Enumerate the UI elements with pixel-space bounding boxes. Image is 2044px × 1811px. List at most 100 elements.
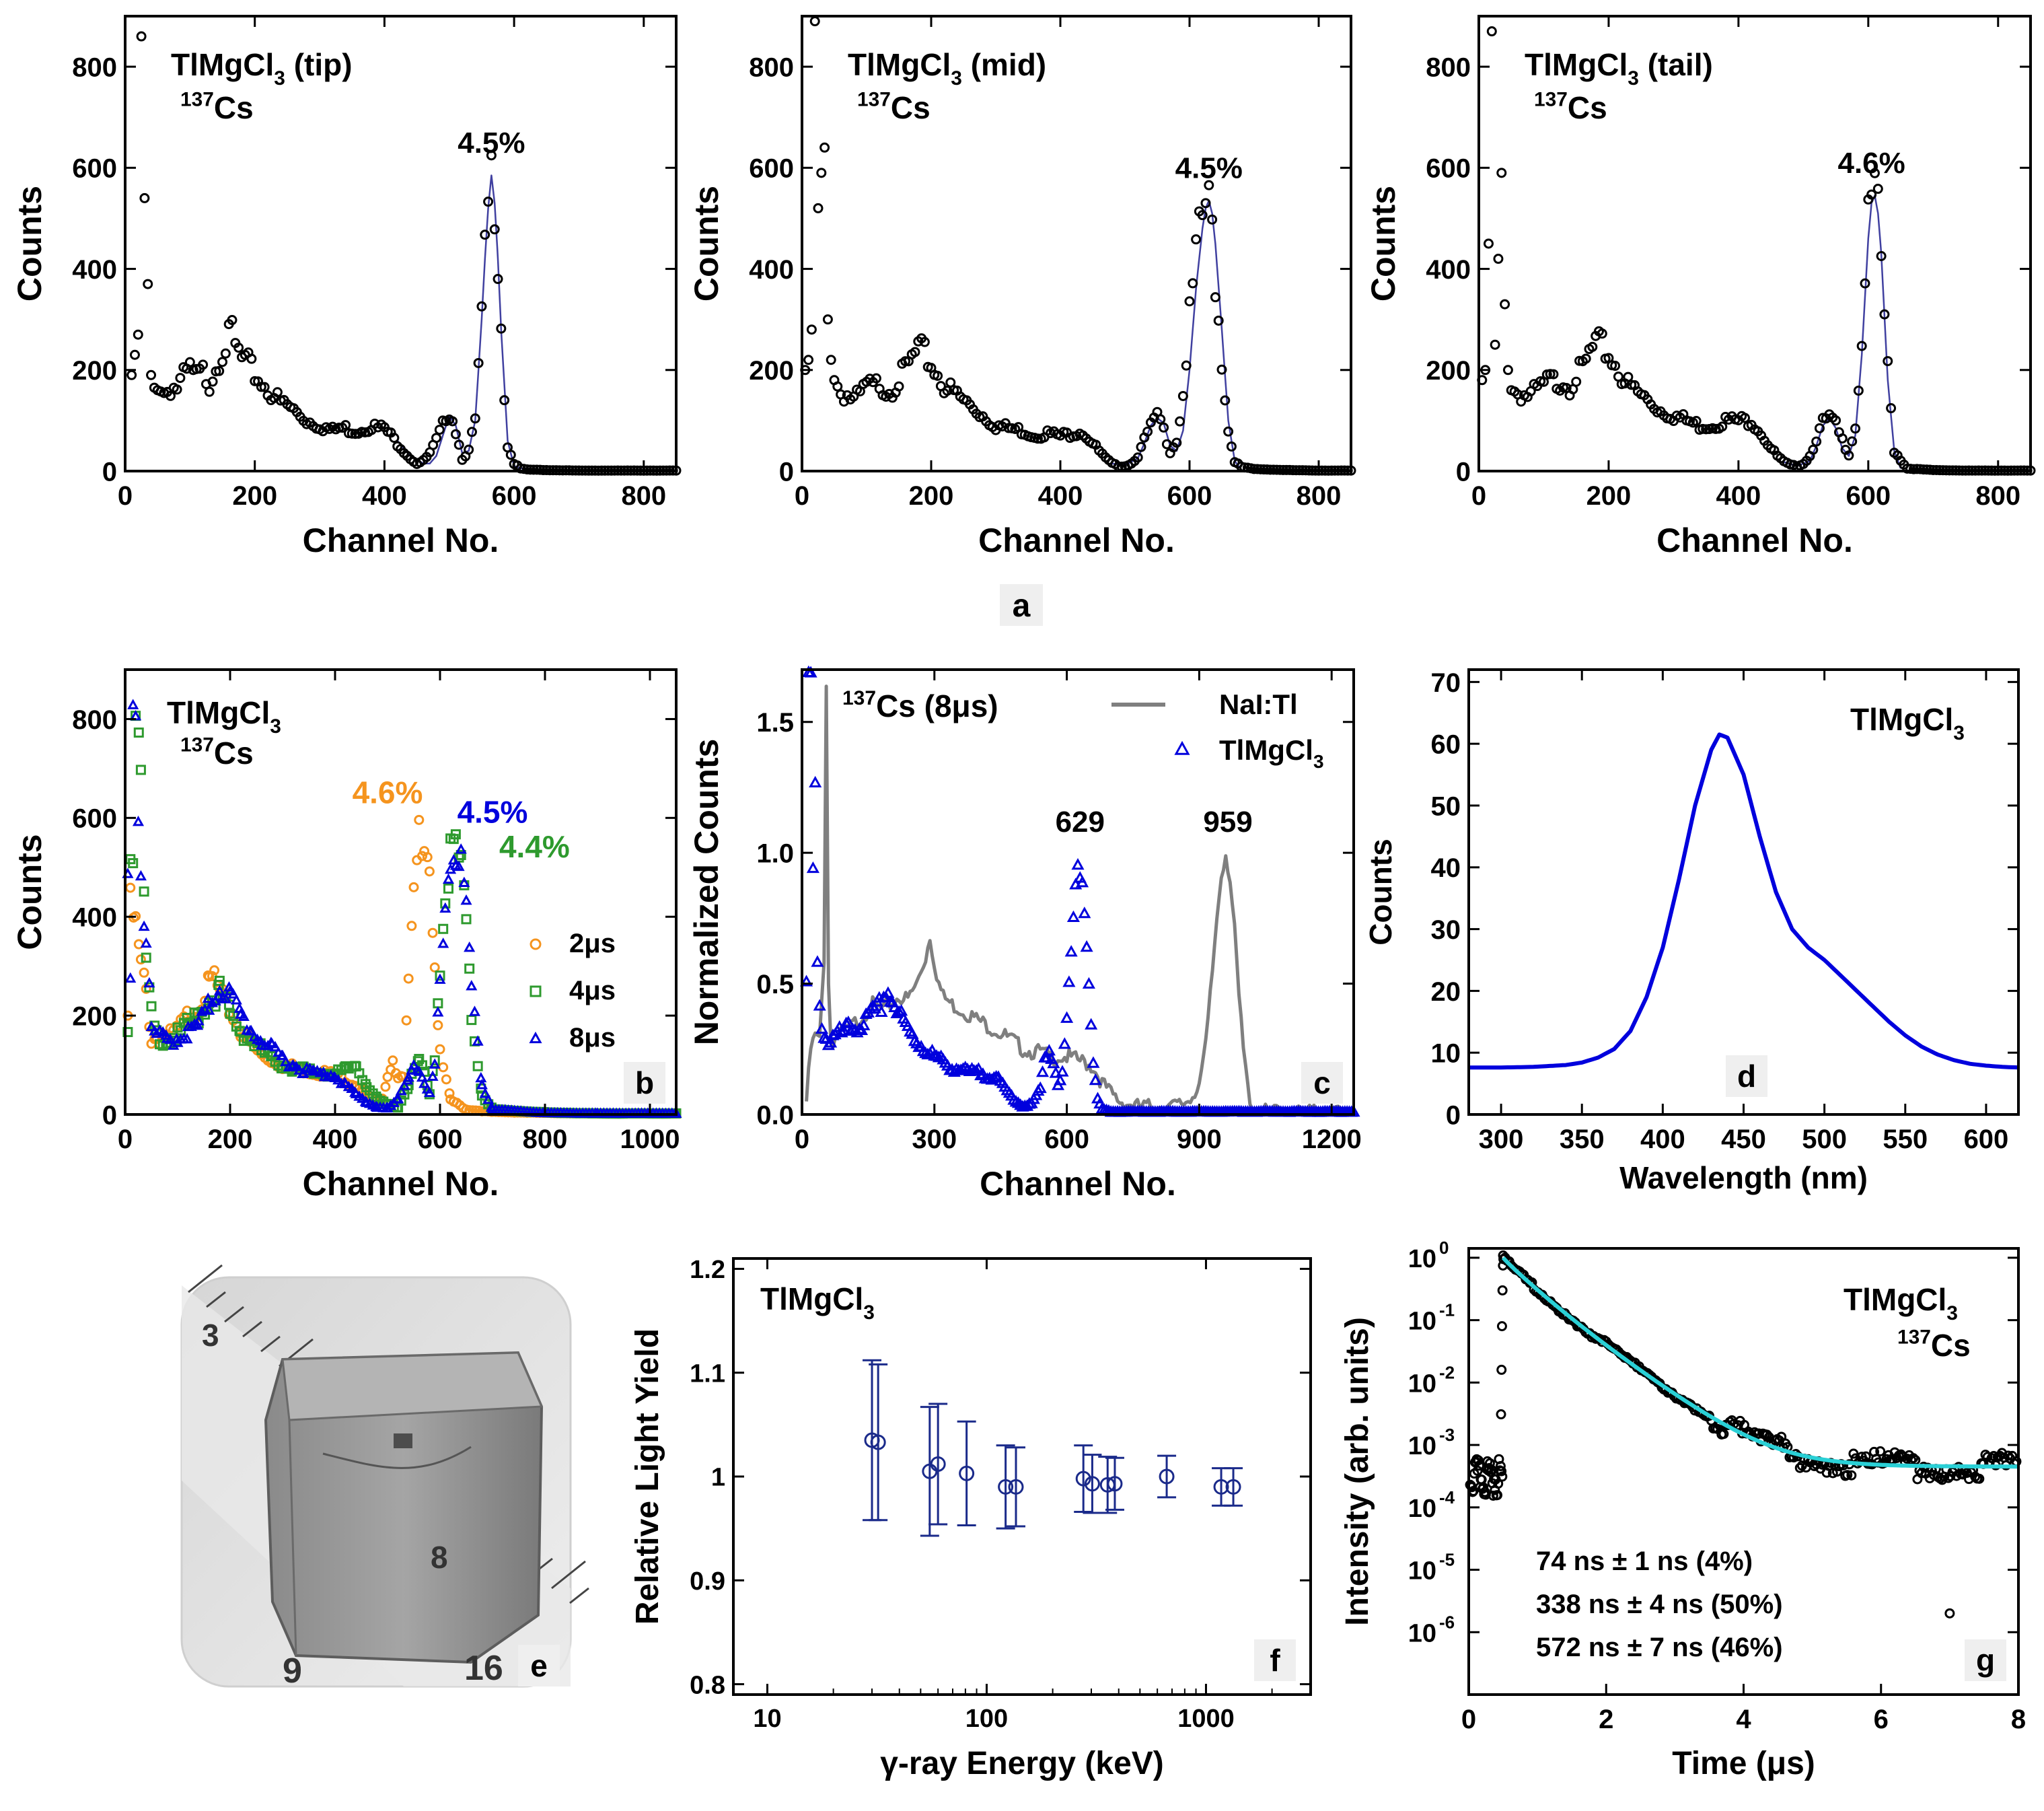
data-point-square [141, 952, 151, 963]
axis-x-tick-label: 400 [313, 1125, 358, 1154]
data-point-triangle [464, 942, 476, 952]
axis-x-tick-label: 200 [208, 1125, 253, 1154]
axis-y-tick-label: 800 [72, 705, 117, 735]
plot-frame [124, 15, 678, 472]
data-point [1177, 390, 1188, 401]
data-point-triangle [269, 1040, 281, 1052]
data-point-triangle [213, 990, 225, 1001]
data-point [1856, 341, 1867, 351]
data-point-circle [380, 1081, 391, 1092]
axis-y-tick-label: 1.1 [690, 1359, 725, 1388]
data-point [819, 142, 830, 153]
panel-source-sup: 137 [180, 89, 214, 111]
panel-title-main: TlMgCl [760, 1281, 863, 1316]
fit-line [1501, 1256, 2019, 1469]
panel-a-tip: 0 200 400 600 800 0 200 400 600 800 Channel No. Cou… [11, 15, 682, 559]
axis-x-axis-label: Channel No. [303, 1165, 499, 1203]
data-point-square [416, 1060, 427, 1071]
legend-marker [529, 1031, 542, 1044]
legend-label-tlmgcl3-main: TlMgCl [1219, 734, 1313, 766]
panel-e-crystal-photo: 3 8 9 16 e [180, 1264, 589, 1691]
legend-label-number: 4 [569, 976, 585, 1005]
ruler-label: 9 [283, 1652, 302, 1691]
data-point-triangle [213, 985, 225, 995]
tlmgcl3-marker [1060, 1011, 1074, 1023]
data-point [486, 150, 497, 161]
data-point-triangle [138, 920, 150, 931]
data-point-circle [438, 1062, 449, 1073]
data-point [1200, 198, 1211, 209]
axis-y-tick-label: 0.9 [690, 1567, 725, 1596]
data-point [1210, 292, 1220, 303]
data-point-triangle [132, 816, 145, 826]
data-point-square [139, 886, 149, 897]
tlmgcl3-marker [1082, 976, 1095, 989]
data-point [496, 323, 507, 334]
axis-y-tick-label: 200 [1426, 356, 1471, 386]
data-point [1258, 464, 1269, 475]
panel-source: 137Cs [1897, 1326, 1971, 1363]
resolution-label: 4.6% [1837, 147, 1905, 180]
axis-x-tick-label: 0 [118, 481, 133, 511]
tlmgcl3-marker [840, 1016, 853, 1028]
data-point-circle [401, 1015, 412, 1026]
ruler-tick [551, 1560, 586, 1590]
data-point [340, 420, 351, 431]
axis-y-tick-exp: -4 [1439, 1487, 1455, 1507]
data-point-circle [424, 866, 435, 877]
panel-title-main: TlMgCl [1850, 702, 1953, 737]
axis-y-tick-label: 1 [711, 1464, 725, 1492]
data-point [207, 376, 218, 387]
data-point [1496, 168, 1507, 178]
tlmgcl3-marker [1078, 907, 1091, 919]
axis-y-tick-base: 10 [1408, 1557, 1436, 1586]
axis-x-tick-label: 800 [621, 481, 666, 511]
data-point-circle [414, 814, 425, 825]
panel-title-main: TlMgCl [1525, 47, 1628, 82]
axis-y-tick-label: 1.2 [690, 1256, 725, 1284]
data-point [1107, 1476, 1123, 1492]
data-point-triangle [402, 1071, 414, 1082]
tlmgcl3-marker [868, 1001, 881, 1014]
axis-y-tick-exp: 0 [1439, 1238, 1449, 1258]
panel-title: TlMgCl3 [1850, 702, 1965, 744]
panel-title-sub: 3 [1628, 67, 1639, 90]
data-point-square [455, 850, 466, 861]
data-point [1850, 423, 1861, 434]
axis-y-tick-label: 70 [1431, 668, 1461, 698]
tlmgcl3-marker [881, 986, 895, 998]
axis-y-tick-label: 600 [749, 154, 794, 184]
data-point [1175, 416, 1185, 427]
data-point-triangle [164, 1033, 176, 1044]
tlmgcl3-marker [974, 1068, 988, 1081]
axis-y-axis-label: Counts [11, 186, 48, 301]
data-point [1132, 452, 1143, 463]
data-point [434, 425, 445, 435]
data-point-triangle [406, 1064, 418, 1075]
data-point [1500, 299, 1510, 310]
data-point-triangle [429, 1058, 441, 1069]
ruler-tick [224, 1306, 244, 1323]
axis-y-tick-exp: -6 [1439, 1612, 1455, 1632]
data-point-triangle [277, 1049, 289, 1061]
fit-result: 74 ns ± 1 ns (4%) [1536, 1547, 1753, 1576]
data-point [1084, 1476, 1100, 1492]
axis-x-tick-label: 400 [362, 481, 407, 511]
axis-y-tick-label: 0 [102, 457, 117, 487]
data-point-triangle [442, 873, 455, 884]
data-point [1225, 1479, 1241, 1495]
axis-y-tick-base: 10 [1408, 1432, 1436, 1460]
axis-y-axis-label: Counts [1363, 839, 1398, 945]
data-point-square [429, 1055, 440, 1066]
axis-y-tick-exp-value: -5 [1439, 1550, 1455, 1570]
data-point [919, 336, 930, 347]
data-point [1848, 1448, 1859, 1459]
tlmgcl3-marker [806, 861, 819, 874]
data-point-circle [444, 1088, 455, 1099]
axis-y-tick-exp-value: 0 [1439, 1238, 1449, 1258]
tlmgcl3-marker [1033, 1081, 1047, 1094]
data-point [1548, 369, 1559, 380]
data-point [1497, 1285, 1508, 1295]
data-point [1875, 1446, 1886, 1457]
data-point [389, 433, 400, 443]
